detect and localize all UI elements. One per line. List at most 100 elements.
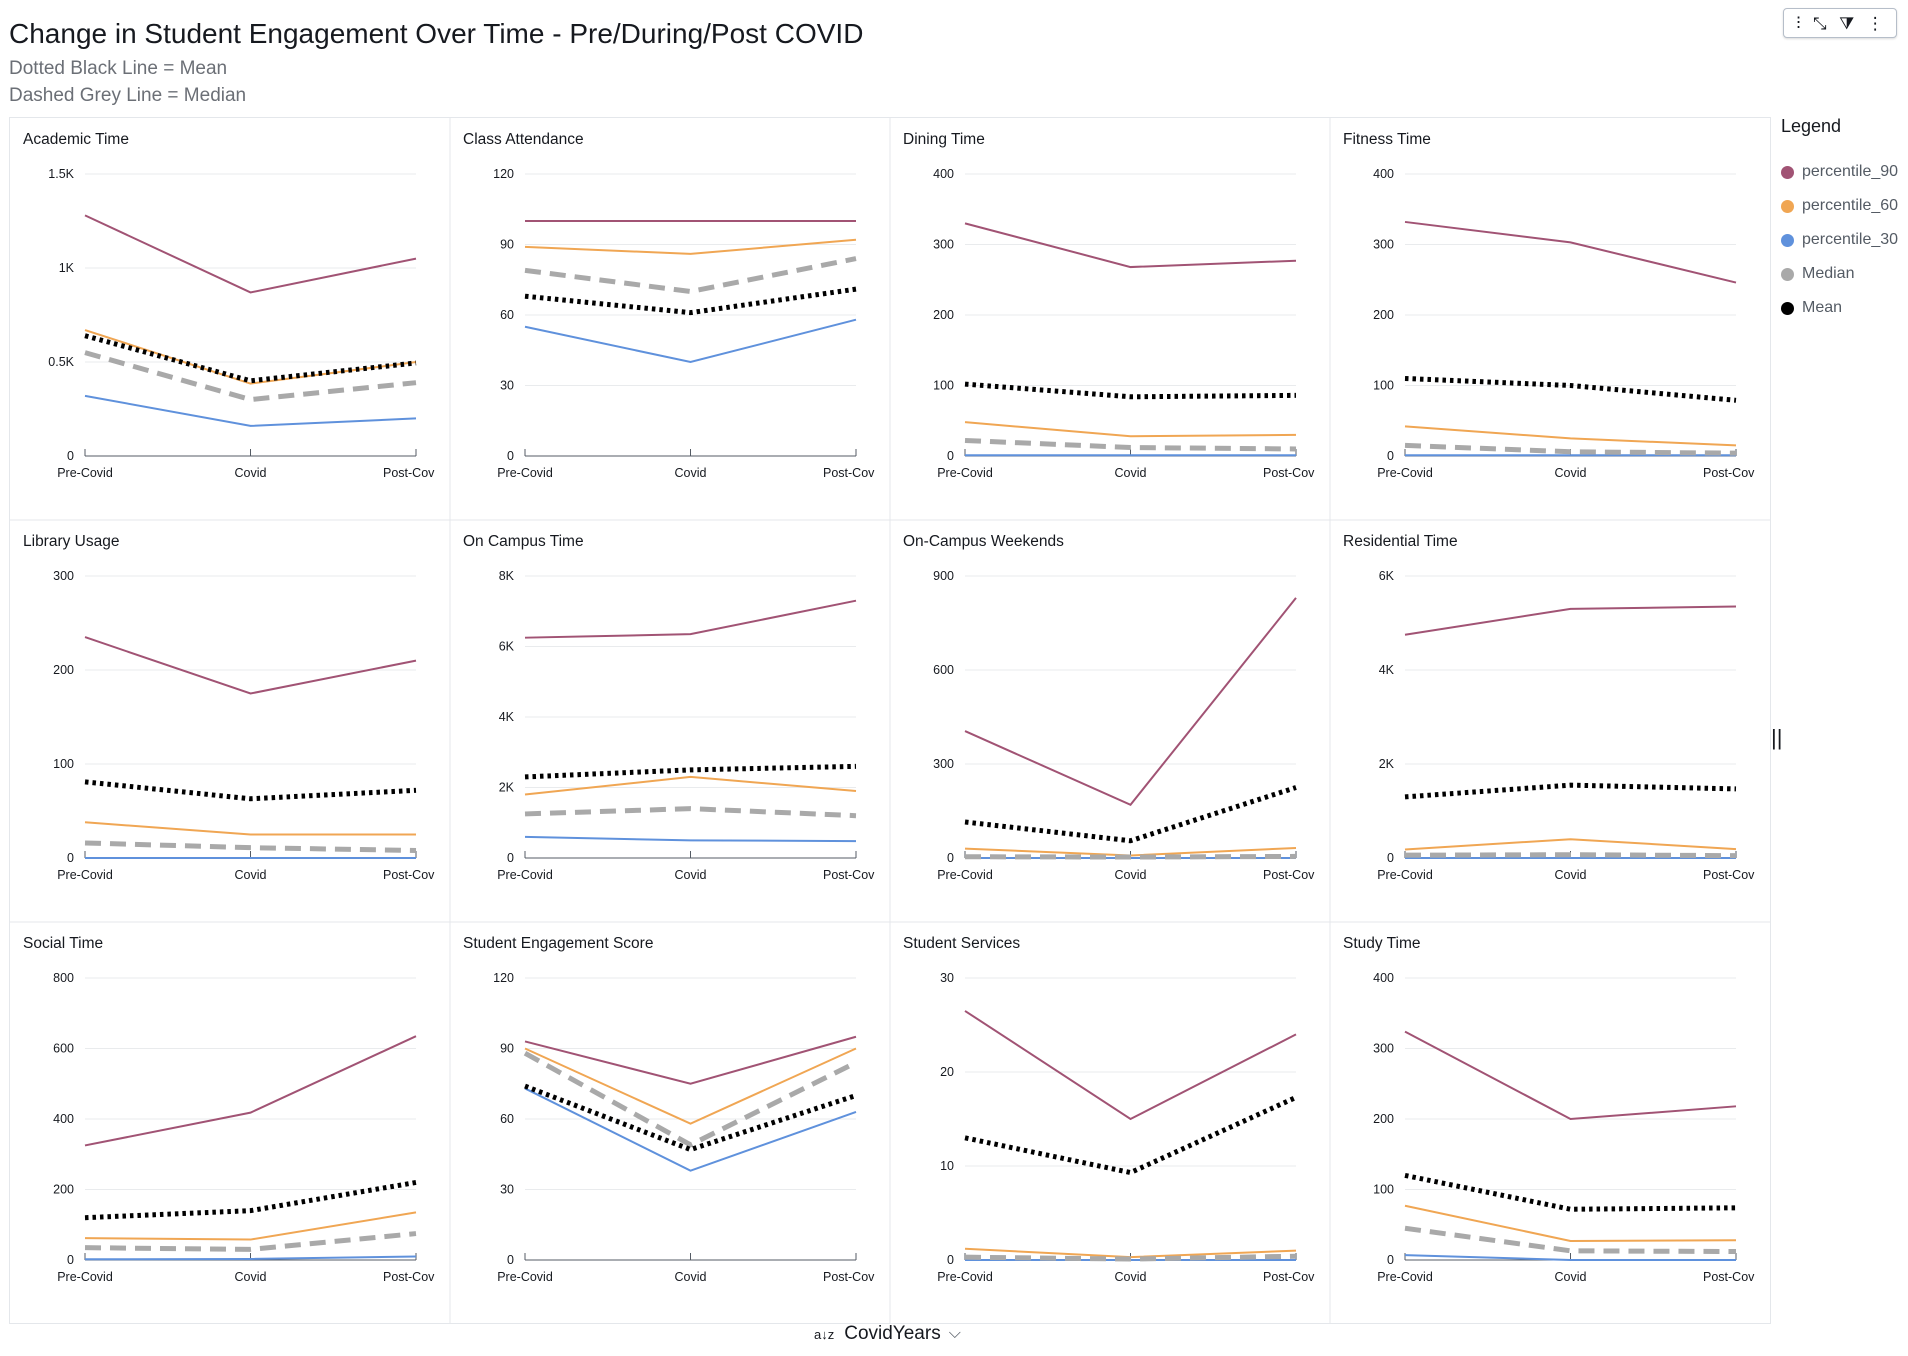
chart-options-icon[interactable]: ⫶ — [1796, 13, 1801, 33]
y-tick-label: 400 — [1373, 971, 1394, 985]
x-tick-label: Pre-Covid — [937, 868, 993, 882]
y-tick-label: 400 — [933, 167, 954, 181]
y-tick-label: 0 — [1387, 449, 1394, 463]
legend-item-percentile-30[interactable]: percentile_30 — [1781, 223, 1906, 257]
legend-label: percentile_30 — [1802, 231, 1899, 248]
series-line-percentile-60 — [1404, 425, 1737, 447]
legend-dot-percentile-90 — [1781, 165, 1794, 179]
x-tick-label: Covid — [235, 1270, 267, 1284]
y-tick-label: 0 — [67, 1253, 74, 1267]
y-tick-label: 0 — [507, 851, 514, 865]
x-tick-label: Pre-Covid — [1377, 868, 1433, 882]
series-line-median — [84, 840, 417, 853]
series-line-percentile-90 — [964, 222, 1297, 269]
y-tick-label: 120 — [493, 167, 514, 181]
series-line-percentile-90 — [1404, 1030, 1737, 1121]
series-line-percentile-30 — [1404, 1254, 1736, 1261]
series-line-percentile-60 — [1404, 1204, 1737, 1242]
more-options-icon[interactable]: ⋮ — [1866, 13, 1884, 33]
series-line-percentile-30 — [524, 1087, 857, 1172]
legend-item-percentile-90[interactable]: percentile_90 — [1781, 155, 1906, 189]
visual-toolbar: ⫶ ⤡ ⧩ ⋮ — [1783, 8, 1897, 38]
y-tick-label: 30 — [940, 971, 954, 985]
y-tick-label: 6K — [499, 640, 515, 654]
chart-panel-residential-time: Residential Time 0 2K 4K 6K Pre-Covid Covid Pos… — [1330, 533, 1770, 923]
y-tick-label: 90 — [500, 238, 514, 252]
series-line-percentile-90 — [84, 214, 417, 294]
series-line-percentile-60 — [524, 238, 857, 255]
series-line-percentile-90 — [964, 597, 1297, 806]
y-tick-label: 6K — [1379, 569, 1395, 583]
series-line-median — [964, 437, 1297, 452]
series-line-mean — [964, 785, 1297, 844]
chevron-down-icon[interactable]: ⌵ — [948, 1325, 961, 1342]
legend-title: Legend — [1781, 116, 1842, 136]
y-tick-label: 200 — [933, 308, 954, 322]
chart-panel-dining-time: Dining Time 0 100 200 300 400 Pre-Covid Covid Po… — [890, 118, 1331, 521]
series-line-mean — [84, 1179, 417, 1221]
legend-dot-percentile-30 — [1781, 233, 1794, 247]
x-tick-label: Post-Cov — [383, 868, 435, 882]
sort-az-icon[interactable]: a↓z — [814, 1326, 835, 1342]
series-line-percentile-60 — [964, 421, 1297, 438]
y-tick-label: 120 — [493, 971, 514, 985]
x-tick-label: Covid — [1115, 1270, 1147, 1284]
x-tick-label: Covid — [675, 1270, 707, 1284]
series-line-percentile-60 — [84, 821, 416, 836]
y-tick-label: 90 — [500, 1042, 514, 1056]
legend-item-median[interactable]: Median — [1781, 257, 1906, 291]
x-tick-label: Post-Cov — [823, 466, 875, 480]
x-tick-label: Pre-Covid — [937, 1270, 993, 1284]
series-line-median — [84, 1231, 417, 1252]
chart-panel-academic-time: Academic Time 0 0.5K 1K 1.5K Pre-Covid Covid Po… — [10, 118, 451, 521]
filter-icon[interactable]: ⧩ — [1839, 13, 1855, 33]
series-line-percentile-90 — [524, 599, 857, 639]
legend-item-percentile-60[interactable]: percentile_60 — [1781, 189, 1906, 223]
field-selector[interactable]: a↓z CovidYears ⌵ — [814, 1323, 961, 1345]
y-tick-label: 30 — [500, 379, 514, 393]
legend-dot-mean — [1781, 301, 1794, 315]
legend-label: Median — [1802, 265, 1855, 282]
y-tick-label: 1.5K — [48, 167, 74, 181]
series-line-percentile-30 — [524, 835, 857, 843]
series-line-mean — [964, 1095, 1298, 1176]
series-line-median — [1404, 852, 1737, 859]
x-tick-label: Post-Cov — [1263, 466, 1315, 480]
chart-panel-social-time: Social Time 0 200 400 600 800 Pre-Covid Covid Po… — [23, 922, 451, 1324]
x-tick-label: Covid — [1555, 868, 1587, 882]
y-tick-label: 1K — [59, 261, 75, 275]
y-tick-label: 100 — [53, 757, 74, 771]
collapse-icon[interactable]: ⤡ — [1812, 13, 1827, 33]
x-tick-label: Covid — [675, 466, 707, 480]
chart-panel-library-usage: Library Usage 0 100 200 300 Pre-Covid Covid Pos… — [10, 520, 451, 923]
legend-dot-median — [1781, 267, 1794, 281]
legend: Legend percentile_90 percentile_60 perce… — [1781, 116, 1906, 325]
y-tick-label: 200 — [53, 663, 74, 677]
x-tick-label: Post-Cov — [1703, 1270, 1755, 1284]
x-tick-label: Covid — [235, 868, 267, 882]
y-tick-label: 200 — [1373, 1112, 1394, 1126]
y-tick-label: 100 — [1373, 1183, 1394, 1197]
series-line-percentile-60 — [84, 329, 417, 385]
series-line-mean — [84, 333, 417, 384]
x-tick-label: Pre-Covid — [497, 466, 553, 480]
y-tick-label: 0 — [507, 1253, 514, 1267]
resize-handle-icon[interactable]: || — [1771, 725, 1783, 750]
chart-panel-student-services: Student Services 0 10 20 30 Pre-Covid Covid Pos… — [903, 922, 1331, 1324]
chart-title: Class Attendance — [463, 131, 584, 148]
series-line-percentile-90 — [1404, 220, 1737, 284]
series-line-percentile-60 — [84, 1211, 417, 1241]
y-tick-label: 4K — [499, 710, 515, 724]
chart-title: Study Time — [1343, 935, 1421, 952]
series-line-percentile-90 — [524, 1035, 857, 1085]
y-tick-label: 0 — [67, 851, 74, 865]
chart-panel-on-campus-time: On Campus Time 0 2K 4K 6K 8K Pre-Covid Covid Pos… — [450, 520, 891, 923]
series-line-median — [84, 350, 417, 403]
chart-panel-fitness-time: Fitness Time 0 100 200 300 400 Pre-Covid Covid P… — [1330, 131, 1770, 521]
series-line-percentile-30 — [524, 318, 857, 364]
chart-title: Student Services — [903, 935, 1020, 952]
y-tick-label: 60 — [500, 1112, 514, 1126]
x-tick-label: Pre-Covid — [57, 868, 113, 882]
y-tick-label: 0 — [1387, 1253, 1394, 1267]
legend-item-mean[interactable]: Mean — [1781, 291, 1906, 325]
